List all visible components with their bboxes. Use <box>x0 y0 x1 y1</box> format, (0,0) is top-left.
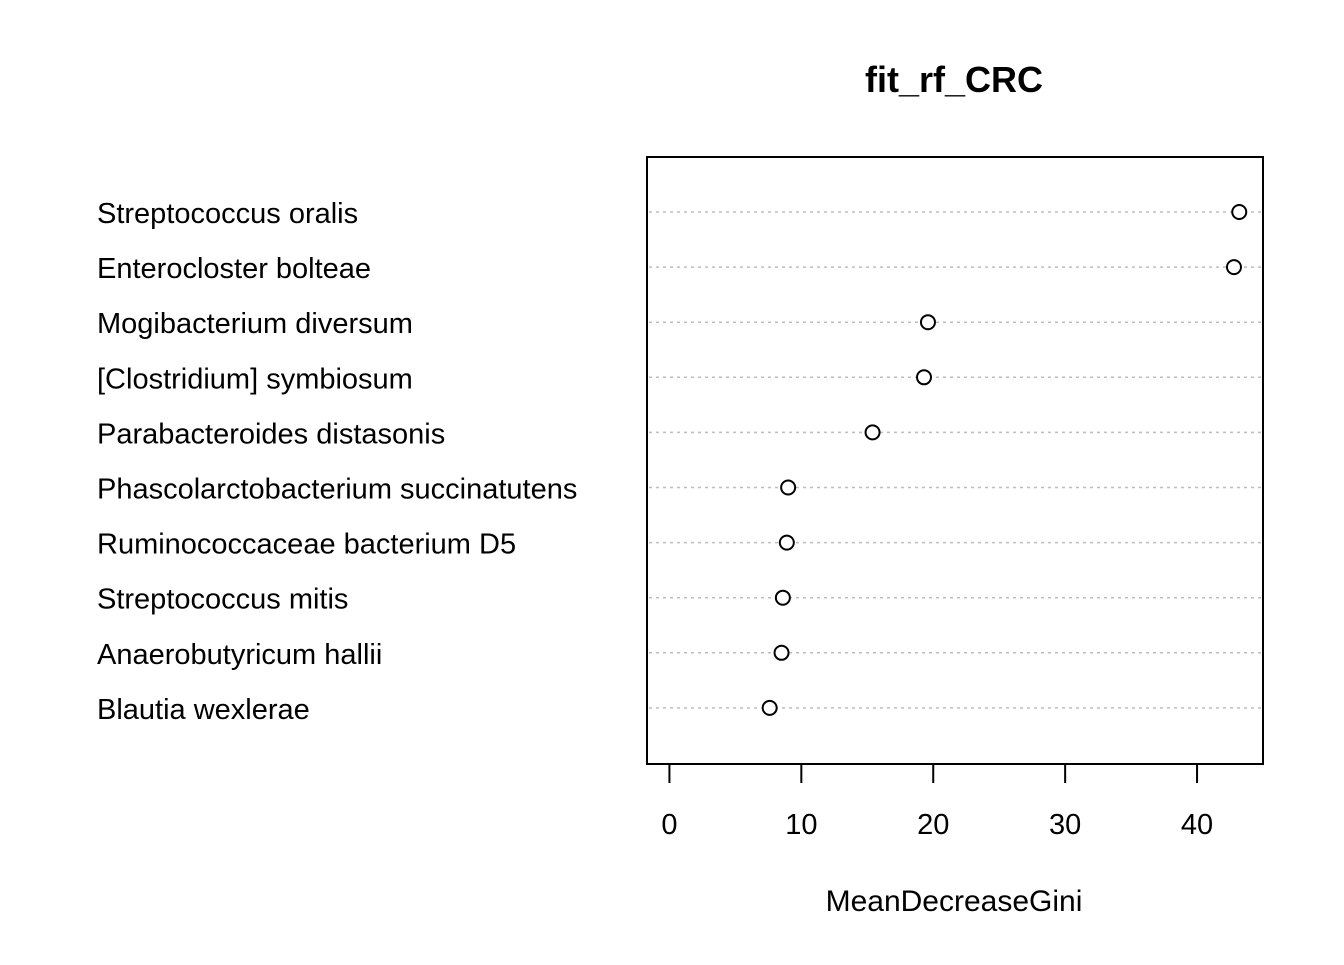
category-label: [Clostridium] symbiosum <box>97 363 413 395</box>
chart-title: fit_rf_CRC <box>865 59 1043 100</box>
guide-lines <box>649 211 1261 709</box>
plot-frame <box>646 156 1264 765</box>
data-points <box>761 204 1248 716</box>
x-tick-label: 10 <box>785 809 817 841</box>
category-label: Blautia wexlerae <box>97 694 310 726</box>
category-label: Streptococcus oralis <box>97 198 358 230</box>
x-tick-label: 40 <box>1181 809 1213 841</box>
data-point <box>864 424 881 441</box>
x-axis-label: MeanDecreaseGini <box>826 885 1083 918</box>
category-label: Streptococcus mitis <box>97 584 348 616</box>
x-axis: 0 10 20 30 40 <box>661 763 1213 841</box>
data-point <box>778 534 795 551</box>
data-point <box>773 644 790 661</box>
data-point <box>919 314 936 331</box>
category-label: Phascolarctobacterium succinatutens <box>97 474 577 506</box>
category-labels: Streptococcus oralis Enterocloster boltea… <box>97 198 577 726</box>
category-label: Enterocloster bolteae <box>97 253 371 285</box>
data-point <box>780 479 797 496</box>
category-label: Ruminococcaceae bacterium D5 <box>97 529 516 561</box>
data-point <box>774 589 791 606</box>
category-label: Anaerobutyricum hallii <box>97 639 382 671</box>
data-point <box>761 699 778 716</box>
data-point <box>1225 259 1242 276</box>
x-tick-label: 0 <box>661 809 677 841</box>
x-tick-label: 30 <box>1049 809 1081 841</box>
data-point <box>916 369 933 386</box>
data-point <box>1231 204 1248 220</box>
x-tick-label: 20 <box>917 809 949 841</box>
category-label: Parabacteroides distasonis <box>97 418 445 450</box>
category-label: Mogibacterium diversum <box>97 308 413 340</box>
